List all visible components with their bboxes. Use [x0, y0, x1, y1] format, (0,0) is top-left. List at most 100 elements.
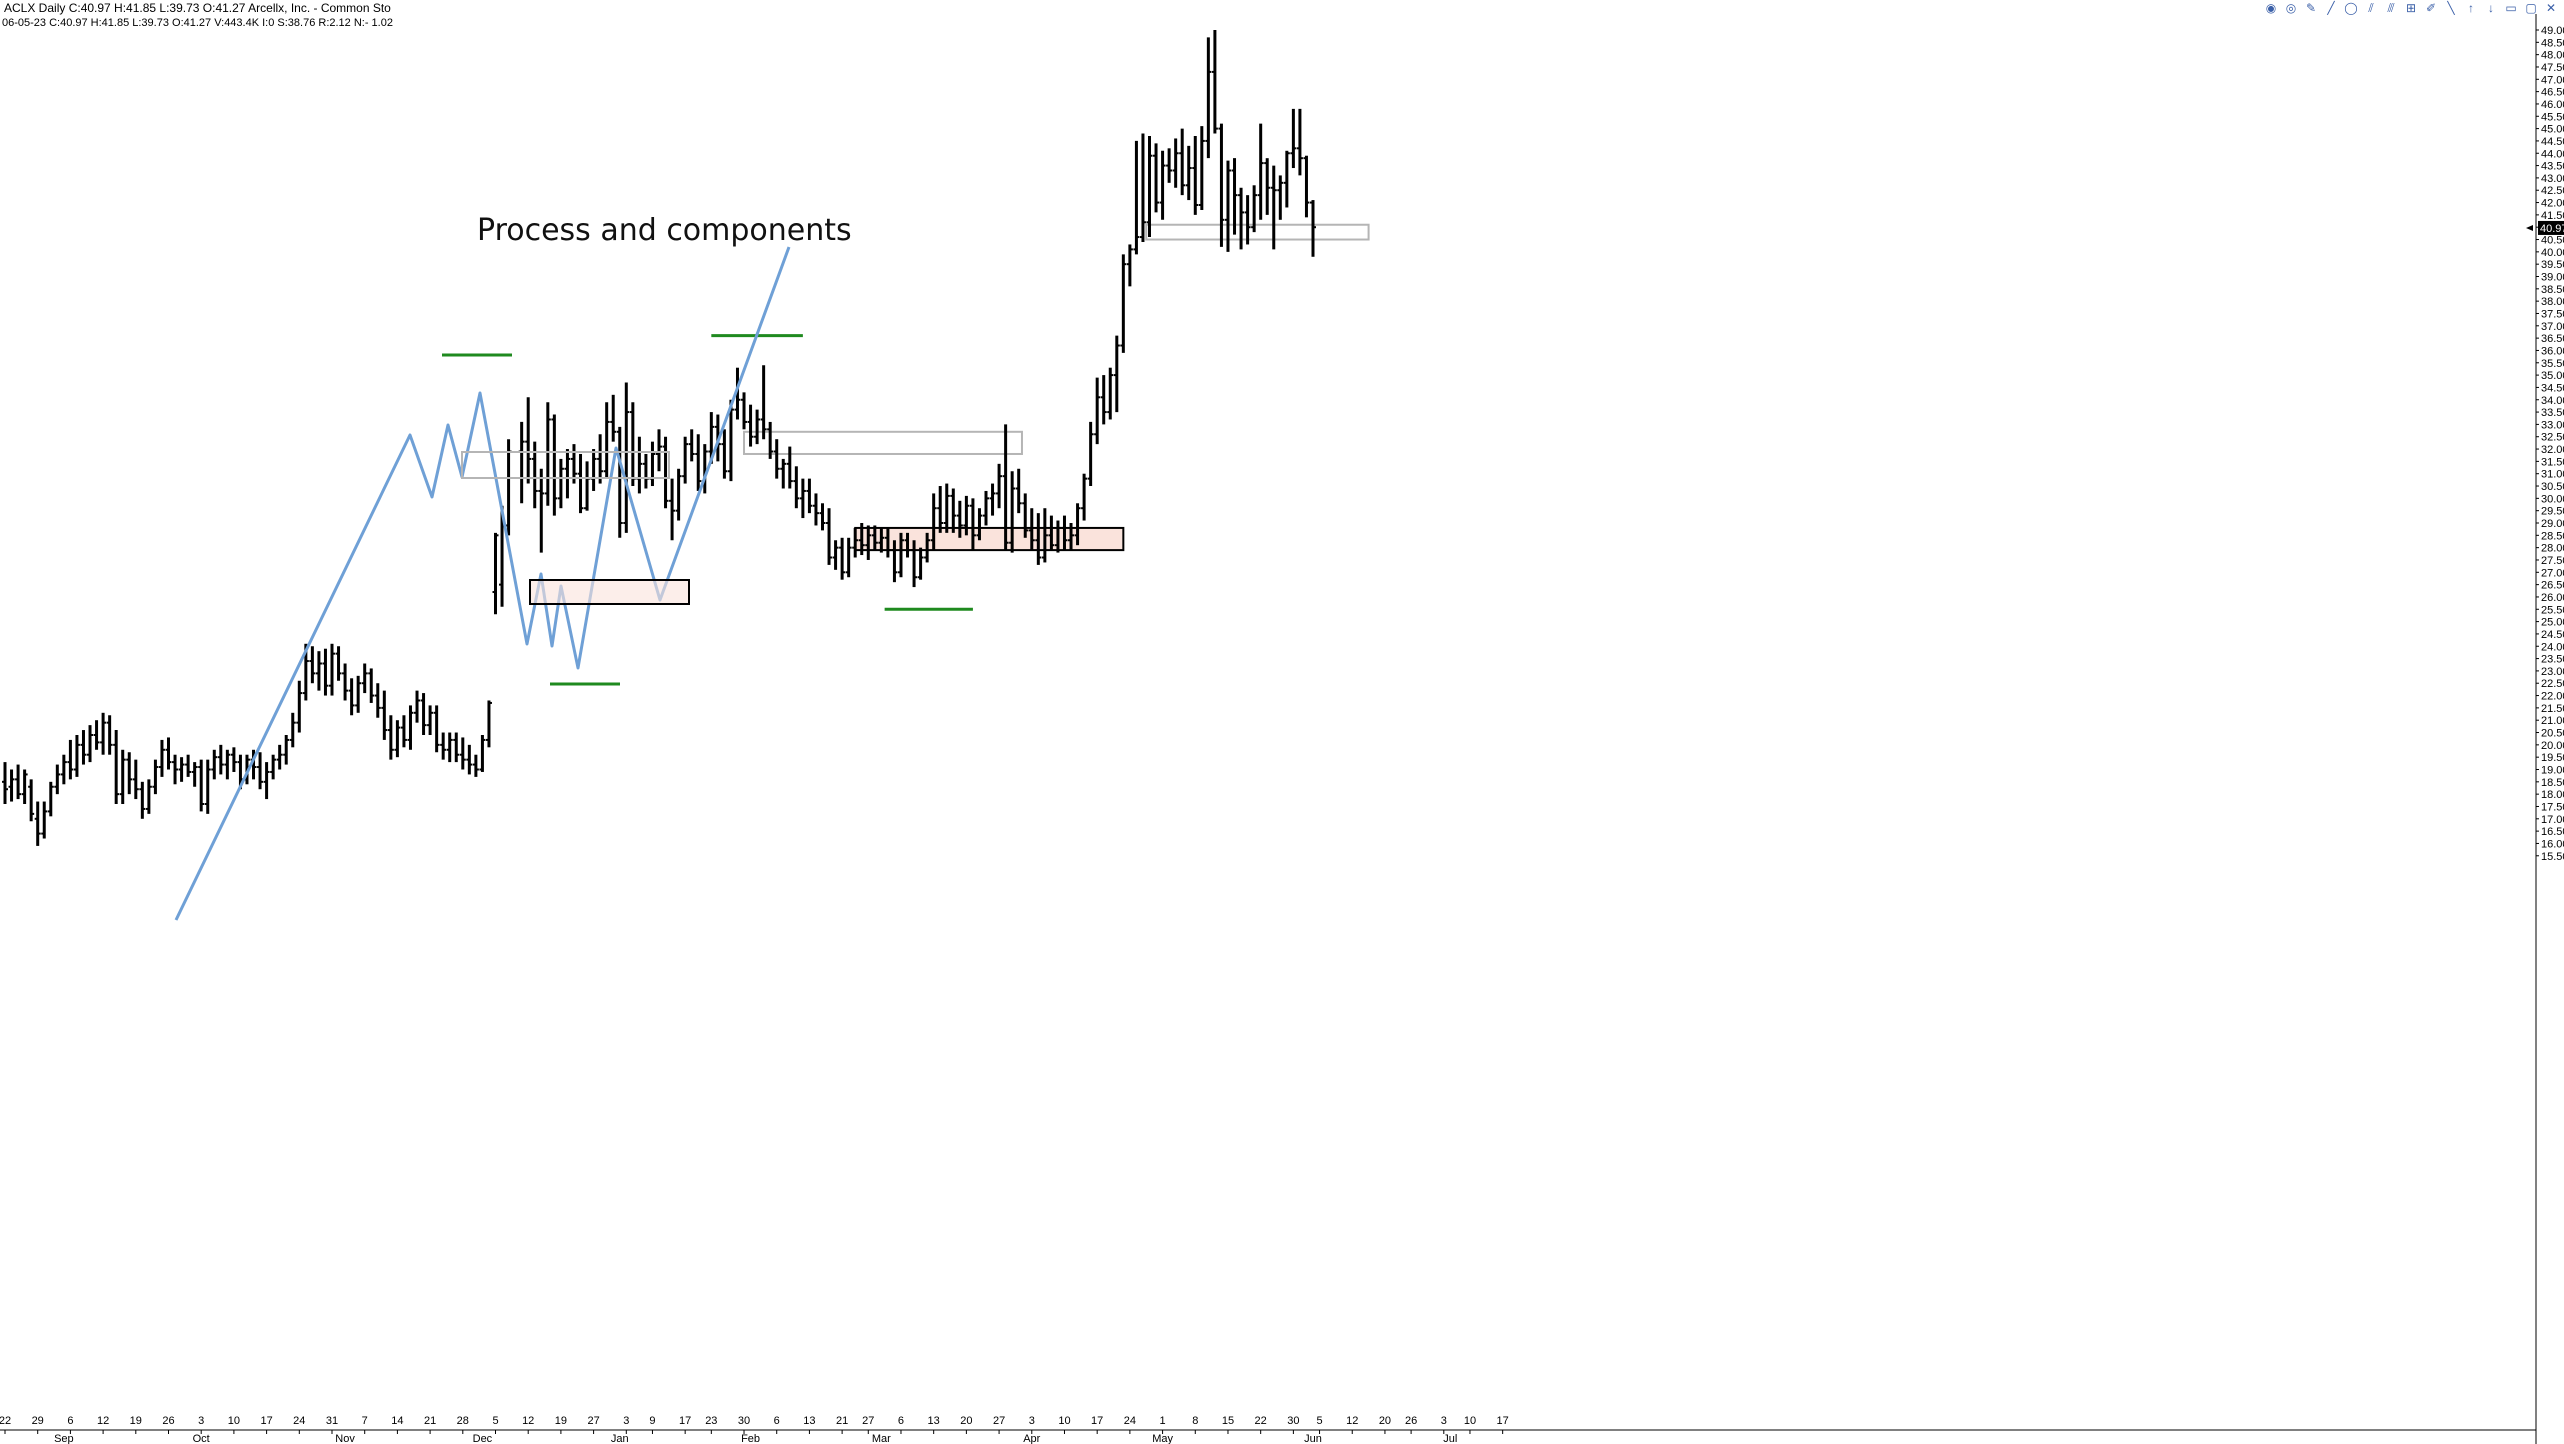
- y-tick-label: 16.00: [2541, 838, 2564, 850]
- x-tick-label: 12: [97, 1415, 109, 1427]
- ohlc-bar: [1041, 508, 1048, 563]
- chart-title: ACLX Daily C:40.97 H:41.85 L:39.73 O:41.…: [4, 1, 391, 15]
- ohlc-bar: [1303, 155, 1310, 218]
- y-tick-label: 35.00: [2541, 370, 2564, 382]
- y-tick-label: 40.50: [2541, 235, 2564, 247]
- x-tick-label: 6: [67, 1415, 73, 1427]
- ohlc-bar: [1296, 108, 1303, 176]
- ohlc-bar: [165, 737, 172, 770]
- ohlc-bar: [1290, 108, 1297, 169]
- x-tick-label: 13: [928, 1415, 940, 1427]
- ohlc-bar: [1153, 143, 1160, 213]
- y-tick-label: 48.00: [2541, 50, 2564, 62]
- ohlc-bar: [342, 663, 349, 701]
- ohlc-bar: [734, 367, 741, 420]
- ohlc-bar: [93, 720, 100, 750]
- x-tick-label: 26: [1405, 1415, 1417, 1427]
- circle-icon[interactable]: ◯: [2344, 1, 2358, 15]
- ohlc-bar: [433, 705, 440, 753]
- ohlc-bar: [34, 801, 41, 846]
- y-tick-label: 46.00: [2541, 99, 2564, 111]
- ohlc-bar: [891, 540, 898, 583]
- ohlc-bar: [126, 752, 133, 795]
- ohlc-bar: [911, 540, 918, 588]
- x-tick-label: 13: [803, 1415, 815, 1427]
- draw-line-icon[interactable]: ✎: [2305, 1, 2317, 15]
- ohlc-bar: [675, 468, 682, 521]
- arrow-up-icon[interactable]: ↑: [2468, 1, 2474, 15]
- x-tick-label: 22: [0, 1415, 11, 1427]
- y-tick-label: 19.50: [2541, 752, 2564, 764]
- ohlc-bar: [283, 734, 290, 765]
- ohlc-bar: [1211, 30, 1218, 134]
- y-tick-label: 47.50: [2541, 62, 2564, 74]
- x-tick-label: 5: [492, 1415, 498, 1427]
- close-icon[interactable]: ✕: [2545, 1, 2557, 15]
- trendline-icon[interactable]: ╲: [2447, 1, 2455, 15]
- ohlc-bar: [1113, 335, 1120, 413]
- ohlc-bar: [610, 394, 617, 442]
- ohlc-bar: [662, 436, 669, 509]
- ohlc-bar: [387, 715, 394, 760]
- ohlc-bar: [996, 463, 1003, 509]
- x-tick-label: 15: [1222, 1415, 1234, 1427]
- ohlc-bar: [525, 397, 532, 484]
- ohlc-bar: [158, 739, 165, 777]
- ohlc-bar: [760, 365, 767, 440]
- fib-icon[interactable]: ⊞: [2405, 1, 2417, 15]
- pencil-icon[interactable]: ✐: [2425, 1, 2437, 15]
- ohlc-bar: [119, 749, 126, 805]
- x-tick-label: 31: [326, 1415, 338, 1427]
- month-label: Jun: [1304, 1433, 1322, 1444]
- y-tick-label: 31.00: [2541, 469, 2564, 481]
- ohlc-bar: [799, 478, 806, 519]
- ohlc-bar: [1107, 367, 1114, 420]
- channel-icon[interactable]: ⫽: [2368, 1, 2374, 15]
- y-tick-label: 32.00: [2541, 444, 2564, 456]
- ohlc-bar: [211, 749, 218, 780]
- ohlc-bar: [682, 436, 689, 484]
- ohlc-bar: [629, 402, 636, 487]
- cursor-icon[interactable]: ◎: [2285, 1, 2297, 15]
- ohlc-bar: [695, 434, 702, 491]
- y-tick-label: 40.00: [2541, 247, 2564, 259]
- y-tick-label: 41.50: [2541, 210, 2564, 222]
- ray-icon[interactable]: ╱: [2327, 1, 2335, 15]
- y-tick-label: 30.50: [2541, 481, 2564, 493]
- arrow-down-icon[interactable]: ↓: [2488, 1, 2494, 15]
- ohlc-bar: [8, 769, 15, 802]
- x-tick-label: 10: [1058, 1415, 1070, 1427]
- x-tick-label: 17: [260, 1415, 272, 1427]
- ohlc-bar: [956, 500, 963, 538]
- x-tick-label: 3: [623, 1415, 629, 1427]
- maximize-icon[interactable]: ▢: [2525, 1, 2537, 15]
- ohlc-bar: [1035, 513, 1042, 565]
- ohlc-bar: [479, 734, 486, 772]
- ohlc-bar: [865, 525, 872, 560]
- ohlc-bar: [786, 446, 793, 489]
- ohlc-bar: [361, 663, 368, 694]
- y-tick-label: 28.00: [2541, 543, 2564, 555]
- minimize-icon[interactable]: ▭: [2505, 1, 2517, 15]
- ohlc-bar: [1146, 135, 1153, 238]
- ohlc-bar: [230, 747, 237, 772]
- ohlc-bar: [636, 436, 643, 494]
- ohlc-bar: [132, 759, 139, 800]
- ohlc-bar: [1015, 468, 1022, 514]
- ohlc-bar: [656, 429, 662, 472]
- ohlc-bar: [505, 439, 512, 536]
- y-tick-label: 23.50: [2541, 654, 2564, 666]
- ohlc-bar: [780, 458, 787, 489]
- ohlc-bar: [741, 392, 748, 430]
- y-tick-label: 45.00: [2541, 124, 2564, 136]
- channel2-icon[interactable]: ⫻: [2387, 1, 2395, 15]
- ohlc-bar: [453, 732, 460, 763]
- ohlc-bar: [322, 648, 329, 696]
- chart-style-icon[interactable]: ◉: [2265, 1, 2277, 15]
- x-tick-label: 17: [1497, 1415, 1509, 1427]
- ohlc-bar: [1068, 523, 1075, 551]
- y-tick-label: 24.00: [2541, 641, 2564, 653]
- ohlc-bar: [1224, 160, 1231, 252]
- ohlc-bar: [577, 453, 584, 514]
